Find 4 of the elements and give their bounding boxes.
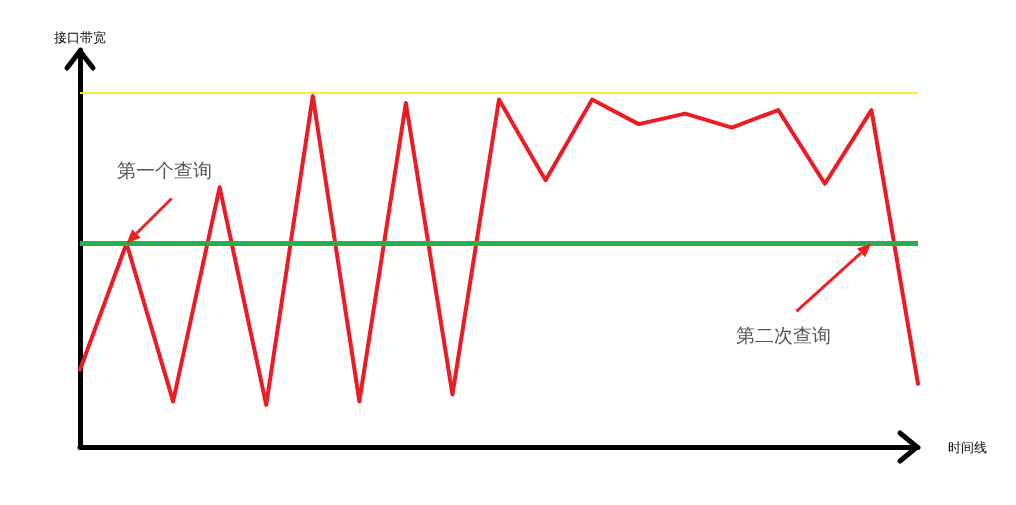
- y-axis-title: 接口带宽: [54, 30, 106, 45]
- annotation: 第二次查询: [736, 323, 832, 349]
- x-axis-title: 时间线: [948, 439, 987, 455]
- annotation: 第一个查询: [116, 158, 212, 184]
